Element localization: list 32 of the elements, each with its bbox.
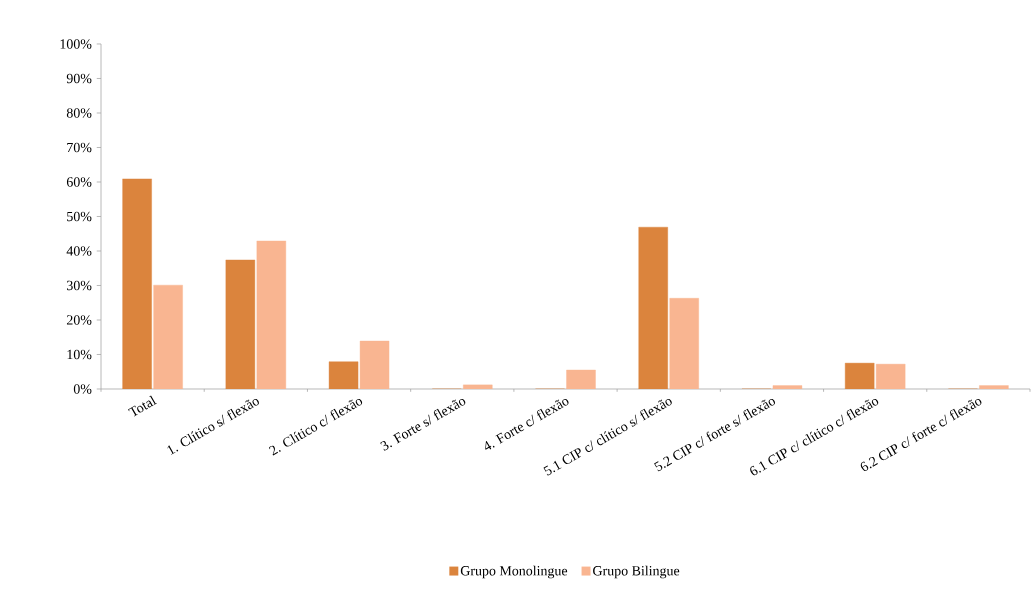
y-tick-label: 20% (66, 315, 92, 325)
bar (875, 363, 906, 389)
bar (225, 259, 256, 389)
bar (979, 385, 1009, 389)
x-tick-label: 4. Forte c/ flexão (485, 398, 569, 450)
y-tick-label: 60% (66, 177, 92, 187)
bar (328, 361, 359, 389)
y-tick-label: 80% (66, 108, 92, 118)
bar (669, 298, 699, 389)
x-tick-label: 1. Clítico s/ flexão (167, 398, 259, 455)
y-tick-label: 70% (67, 142, 92, 153)
bar (566, 369, 596, 389)
bar (638, 226, 668, 389)
bar (463, 384, 493, 389)
y-tick-label: 90% (66, 73, 92, 84)
legend-label: Grupo Bilingue (593, 565, 680, 579)
y-tick-label: 40% (66, 246, 92, 256)
bar (153, 284, 183, 389)
legend-label: Grupo Monolingue (460, 565, 568, 579)
y-tick-label: 100% (60, 39, 92, 49)
bar (359, 340, 390, 389)
bar (844, 362, 875, 389)
x-tick-label: 2. Clítico c/ flexão (268, 398, 363, 456)
y-tick-label: 0% (73, 384, 92, 394)
x-tick-label: Total (128, 395, 157, 417)
bar (256, 240, 287, 389)
y-tick-label: 10% (67, 349, 92, 360)
bar (122, 178, 152, 389)
bar (772, 385, 803, 389)
y-tick-label: 50% (67, 211, 92, 222)
x-tick-label: 3. Forte s/ flexão (380, 398, 466, 451)
y-tick-label: 30% (67, 280, 92, 291)
